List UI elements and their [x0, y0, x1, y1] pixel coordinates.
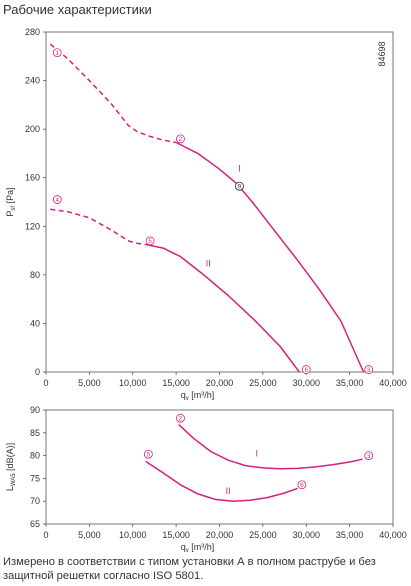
curve-label: II [226, 486, 231, 496]
operating-point-label: 3 [367, 454, 371, 460]
x-tick-label: 30,000 [292, 378, 320, 388]
y-tick-label: 85 [30, 428, 40, 438]
y-tick-label: 160 [25, 173, 40, 183]
x-tick-label: 40,000 [379, 530, 407, 540]
x-tick-label: 5,000 [78, 378, 101, 388]
x-axis-label: qv [m³/h] [181, 390, 215, 402]
operating-point-label: 1 [56, 51, 60, 57]
operating-point-label: 5 [148, 239, 152, 245]
y-tick-label: 40 [30, 318, 40, 328]
operating-point-label: 2 [179, 137, 183, 143]
series-I-line [175, 141, 365, 373]
operating-point-marker [52, 195, 62, 204]
y-tick-label: 280 [25, 27, 40, 37]
operating-point-label: 4 [56, 198, 60, 204]
y-tick-label: 80 [30, 451, 40, 461]
series-II-dashed-line [50, 208, 146, 246]
x-axis-label: qv [m³/h] [181, 542, 215, 554]
y-tick-label: 75 [30, 473, 40, 483]
x-tick-label: 25,000 [249, 378, 277, 388]
charts-canvas: 0 5,000 10,000 15,000 20,000 25,000 30,000 35,0… [5, 27, 407, 554]
y-tick-label: 90 [30, 405, 40, 415]
operating-point-label: 3 [367, 368, 371, 374]
curve-label: II [206, 258, 211, 268]
series-I-dashed-line [49, 43, 177, 144]
x-tick-label: 30,000 [292, 530, 320, 540]
operating-point-label: 6 [300, 483, 304, 489]
operating-point-marker [301, 365, 311, 374]
x-tick-label: 15,000 [162, 530, 190, 540]
operating-point-marker [235, 181, 244, 191]
y-tick-label: 200 [25, 124, 40, 134]
operating-point-label: 9 [238, 185, 242, 191]
document-id: 84698 [377, 41, 387, 66]
y-tick-label: 65 [30, 519, 40, 529]
curve-label: I [238, 164, 241, 174]
operating-point-label: 6 [305, 368, 309, 374]
series-II-line [145, 243, 300, 373]
operating-point-marker [145, 236, 155, 246]
operating-point-label: 5 [147, 453, 151, 459]
operating-point-marker [176, 413, 185, 423]
series-I-line [178, 424, 363, 470]
y-tick-label: 70 [30, 496, 40, 506]
x-tick-label: 20,000 [206, 530, 234, 540]
figure-caption: Измерено в соответствии с типом установк… [3, 556, 376, 582]
y-tick-label: 0 [35, 367, 40, 377]
y-tick-label: 240 [25, 76, 40, 86]
x-tick-label: 10,000 [119, 378, 147, 388]
x-tick-label: 15,000 [162, 378, 190, 388]
pressure-chart: 0 5,000 10,000 15,000 20,000 25,000 30,000 35,0… [5, 27, 407, 402]
plot-frame [45, 409, 394, 525]
sound-power-chart: 0 5,000 10,000 15,000 20,000 25,000 30,000 35,0… [5, 405, 407, 554]
operating-point-marker [52, 48, 62, 58]
y-tick-label: 120 [25, 221, 40, 231]
operating-point-marker [176, 134, 185, 144]
x-tick-label: 0 [43, 530, 48, 540]
operating-point-marker [297, 480, 307, 490]
curve-label: I [256, 449, 259, 459]
x-tick-label: 10,000 [119, 530, 147, 540]
x-tick-label: 35,000 [336, 378, 364, 388]
x-tick-label: 35,000 [336, 530, 364, 540]
y-axis-label: LWA5 [dB(A)] [5, 443, 17, 491]
operating-point-label: 2 [179, 417, 183, 423]
page-heading: Рабочие характеристики [3, 2, 152, 17]
y-axis-label: Psf [Pa] [5, 187, 17, 216]
x-tick-label: 20,000 [206, 378, 234, 388]
operating-point-marker [364, 365, 374, 374]
x-tick-label: 40,000 [379, 378, 407, 388]
operating-point-marker [143, 449, 153, 459]
operating-point-marker [364, 451, 374, 461]
series-II-line [145, 460, 298, 502]
y-tick-label: 80 [30, 270, 40, 280]
x-tick-label: 25,000 [249, 530, 277, 540]
x-tick-label: 0 [43, 378, 48, 388]
x-tick-label: 5,000 [78, 530, 101, 540]
